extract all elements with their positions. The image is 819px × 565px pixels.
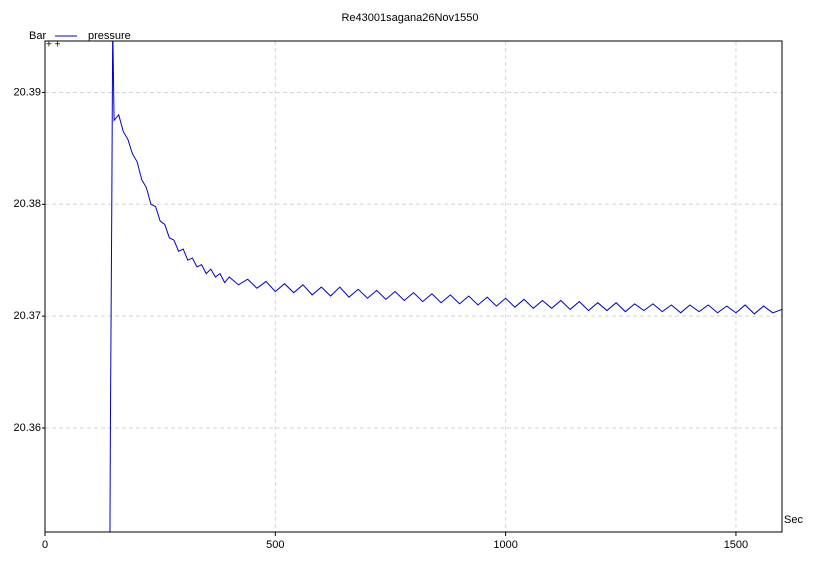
marker-glyph: + + [46,40,61,51]
y-tick-label: 20.38 [13,198,41,210]
axes: 20.36 20.37 20.38 20.39 0 500 1000 1500 pressure [13,30,748,551]
y-tick-label: 20.36 [13,422,41,434]
y-tick-label: 20.37 [13,310,41,322]
plot-frame [44,40,783,533]
x-axis-label: Sec [784,514,803,526]
plot-area [109,41,782,532]
grid [44,41,782,532]
x-tick-label: 1500 [724,539,748,551]
legend-label: pressure [88,30,131,42]
y-axis-label: Bar [29,30,46,42]
x-tick-label: 500 [266,539,284,551]
x-tick-label: 1000 [493,539,517,551]
data-line [109,41,782,532]
y-tick-label: 20.39 [13,86,41,98]
chart-title: Re43001sagana26Nov1550 [341,12,478,24]
x-tick-label: 0 [42,539,48,551]
